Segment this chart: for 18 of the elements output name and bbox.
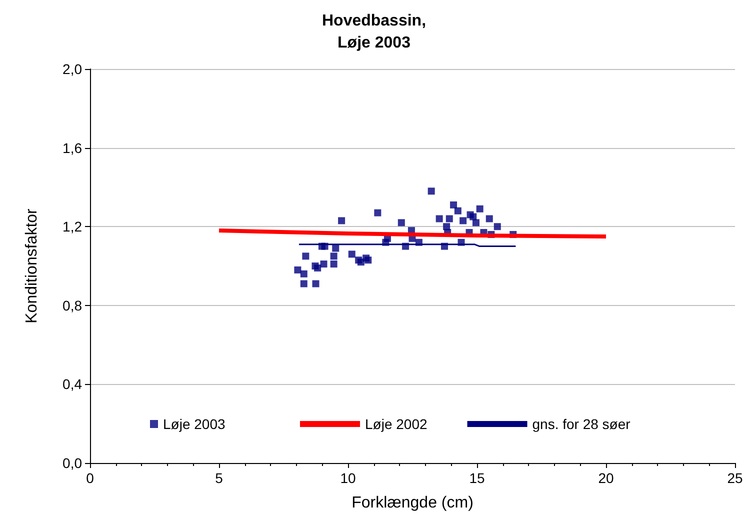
y-tick-label: 0,8: [62, 297, 82, 314]
x-tick-label: 20: [598, 470, 614, 486]
x-tick-label: 15: [469, 470, 485, 486]
y-tick-label: 0,4: [62, 376, 82, 392]
x-tick-label: 10: [340, 470, 356, 486]
y-tick-label: 1,6: [62, 140, 82, 156]
legend-label: Løje 2002: [365, 416, 428, 432]
legend-label: Løje 2003: [163, 416, 226, 432]
x-axis-title: Forklængde (cm): [352, 494, 474, 512]
x-tick-label: 25: [727, 470, 743, 486]
legend-label: gns. for 28 søer: [532, 416, 631, 432]
x-tick-label: 0: [86, 470, 94, 486]
y-axis-title: Konditionsfaktor: [24, 208, 40, 324]
y-tick-label: 1,2: [62, 218, 82, 235]
y-tick-label: 0,0: [62, 455, 82, 471]
y-tick-label: 2,0: [62, 61, 82, 77]
chart-title: Hovedbassin, Løje 2003: [322, 12, 426, 52]
x-tick-label: 5: [215, 470, 224, 486]
